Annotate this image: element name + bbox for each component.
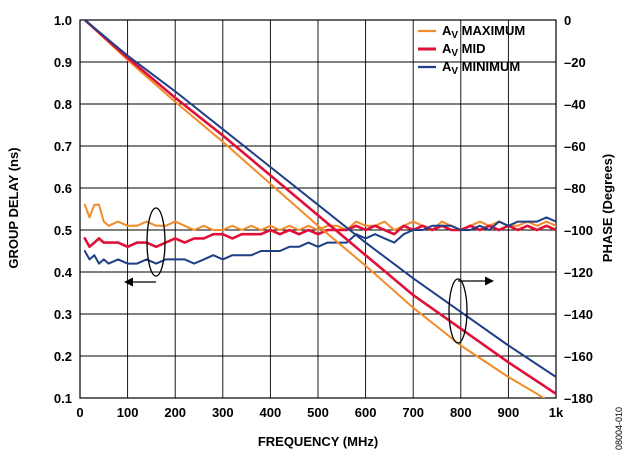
y-right-tick-label: –80	[564, 181, 586, 196]
x-tick-label: 400	[260, 405, 282, 420]
tick-labels: 0 100 200 300 400 500 600 700 800 900 1k 0.1 0.2 0.3 0…	[54, 13, 593, 420]
legend-label-maximum: AV MAXIMUM	[442, 23, 525, 41]
arrowhead-left	[124, 277, 133, 287]
y-left-tick-label: 0.9	[54, 55, 72, 70]
x-tick-label: 0	[76, 405, 83, 420]
x-tick-label: 300	[212, 405, 234, 420]
series-line-group_delay-minimum	[83, 216, 556, 265]
y-right-tick-label: –160	[564, 349, 593, 364]
x-tick-label: 100	[117, 405, 139, 420]
arrowhead-right	[485, 276, 494, 286]
y-right-tick-label: –120	[564, 265, 593, 280]
group-delay-annotation	[124, 207, 166, 287]
y-left-tick-label: 0.1	[54, 391, 72, 406]
x-axis-title: FREQUENCY (MHz)	[258, 434, 378, 449]
series-line-group_delay-mid	[83, 224, 556, 249]
figure-id: 08004-010	[614, 407, 624, 450]
y-left-tick-label: 0.7	[54, 139, 72, 154]
phase-annotation	[448, 276, 494, 344]
x-tick-label: 500	[307, 405, 329, 420]
y-left-tick-label: 1.0	[54, 13, 72, 28]
x-tick-label: 600	[355, 405, 377, 420]
y-right-tick-label: –20	[564, 55, 586, 70]
y-left-tick-label: 0.2	[54, 349, 72, 364]
x-tick-label: 800	[450, 405, 472, 420]
y-right-tick-label: 0	[564, 13, 571, 28]
series-line-phase-maximum	[83, 20, 546, 398]
y-left-tick-label: 0.3	[54, 307, 72, 322]
plot-frame	[79, 19, 557, 399]
y-right-tick-label: –180	[564, 391, 593, 406]
annotation-ellipse-right	[448, 278, 468, 344]
y-left-tick-label: 0.5	[54, 223, 72, 238]
y-left-tick-label: 0.4	[54, 265, 73, 280]
x-tick-label: 1k	[549, 405, 564, 420]
y-right-axis-title: PHASE (Degrees)	[600, 154, 615, 262]
x-tick-label: 200	[164, 405, 186, 420]
y-left-tick-label: 0.8	[54, 97, 72, 112]
x-tick-label: 900	[498, 405, 520, 420]
y-left-tick-label: 0.6	[54, 181, 72, 196]
legend-label-mid: AV MID	[442, 41, 486, 59]
annotation-ellipse-left	[146, 207, 166, 277]
y-left-axis-title: GROUP DELAY (ns)	[6, 147, 21, 268]
y-right-tick-label: –100	[564, 223, 593, 238]
y-right-tick-label: –40	[564, 97, 586, 112]
series-line-group_delay-maximum	[83, 203, 556, 231]
x-tick-label: 700	[402, 405, 424, 420]
series-group	[83, 20, 556, 398]
series-line-phase-mid	[83, 20, 556, 396]
y-right-tick-label: –60	[564, 139, 586, 154]
y-right-tick-label: –140	[564, 307, 593, 322]
series-line-phase-minimum	[83, 20, 556, 378]
legend-label-minimum: AV MINIMUM	[442, 59, 520, 77]
